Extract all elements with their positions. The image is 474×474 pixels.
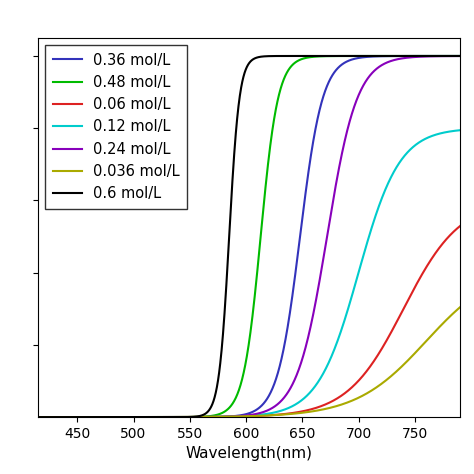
- 0.6 mol/L: [237, 93, 243, 99]
- 0.24 mol/L: [468, 53, 474, 59]
- 0.036 mol/L: [237, 413, 243, 419]
- 0.12 mol/L: [41, 414, 47, 420]
- 0.6 mol/L: [455, 53, 461, 59]
- 0.06 mol/L: [455, 225, 461, 231]
- 0.036 mol/L: [468, 296, 474, 301]
- 0.6 mol/L: [373, 53, 378, 59]
- 0.12 mol/L: [468, 127, 474, 132]
- 0.48 mol/L: [237, 384, 243, 390]
- 0.36 mol/L: [373, 54, 378, 59]
- 0.6 mol/L: [414, 53, 420, 59]
- 0.12 mol/L: [455, 128, 461, 133]
- 0.06 mol/L: [455, 225, 461, 231]
- 0.036 mol/L: [455, 306, 461, 312]
- 0.6 mol/L: [225, 255, 231, 261]
- Line: 0.24 mol/L: 0.24 mol/L: [21, 56, 471, 417]
- Line: 0.36 mol/L: 0.36 mol/L: [21, 56, 471, 417]
- 0.12 mol/L: [18, 414, 24, 420]
- 0.36 mol/L: [41, 414, 47, 420]
- 0.12 mol/L: [225, 414, 231, 419]
- 0.06 mol/L: [225, 414, 231, 419]
- 0.48 mol/L: [41, 414, 47, 420]
- 0.48 mol/L: [18, 414, 24, 420]
- 0.6 mol/L: [468, 53, 474, 59]
- 0.06 mol/L: [373, 356, 378, 362]
- 0.48 mol/L: [455, 53, 461, 59]
- 0.36 mol/L: [225, 414, 231, 419]
- 0.12 mol/L: [373, 214, 378, 219]
- 0.48 mol/L: [373, 53, 378, 59]
- 0.12 mol/L: [455, 128, 461, 133]
- 0.6 mol/L: [41, 414, 47, 420]
- 0.6 mol/L: [18, 414, 24, 420]
- 0.036 mol/L: [225, 414, 231, 419]
- X-axis label: Wavelength(nm): Wavelength(nm): [185, 447, 312, 461]
- Line: 0.06 mol/L: 0.06 mol/L: [21, 219, 471, 417]
- 0.24 mol/L: [455, 53, 461, 59]
- 0.48 mol/L: [455, 53, 461, 59]
- 0.24 mol/L: [455, 53, 461, 59]
- 0.036 mol/L: [18, 414, 24, 420]
- 0.36 mol/L: [455, 53, 461, 59]
- 0.036 mol/L: [41, 414, 47, 420]
- 0.06 mol/L: [468, 216, 474, 221]
- 0.12 mol/L: [237, 413, 243, 419]
- 0.06 mol/L: [237, 414, 243, 419]
- 0.036 mol/L: [373, 385, 378, 391]
- 0.24 mol/L: [373, 67, 378, 73]
- 0.24 mol/L: [225, 414, 231, 419]
- Line: 0.12 mol/L: 0.12 mol/L: [21, 129, 471, 417]
- 0.36 mol/L: [468, 53, 474, 59]
- Line: 0.6 mol/L: 0.6 mol/L: [21, 56, 471, 417]
- 0.48 mol/L: [225, 406, 231, 412]
- 0.06 mol/L: [18, 414, 24, 420]
- Line: 0.036 mol/L: 0.036 mol/L: [21, 299, 471, 417]
- 0.36 mol/L: [237, 412, 243, 418]
- 0.36 mol/L: [455, 53, 461, 59]
- 0.036 mol/L: [455, 306, 461, 312]
- Line: 0.48 mol/L: 0.48 mol/L: [21, 56, 471, 417]
- 0.48 mol/L: [468, 53, 474, 59]
- 0.06 mol/L: [41, 414, 47, 420]
- Legend: 0.36 mol/L, 0.48 mol/L, 0.06 mol/L, 0.12 mol/L, 0.24 mol/L, 0.036 mol/L, 0.6 mol: 0.36 mol/L, 0.48 mol/L, 0.06 mol/L, 0.12…: [45, 45, 187, 209]
- 0.24 mol/L: [237, 413, 243, 419]
- 0.24 mol/L: [41, 414, 47, 420]
- 0.36 mol/L: [18, 414, 24, 420]
- 0.24 mol/L: [18, 414, 24, 420]
- 0.6 mol/L: [456, 53, 461, 59]
